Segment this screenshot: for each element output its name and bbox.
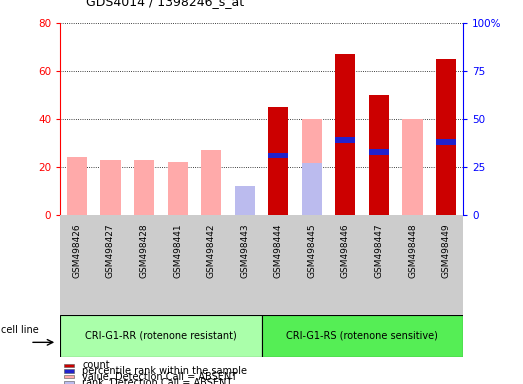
Text: GSM498447: GSM498447 — [374, 223, 383, 278]
Text: GSM498449: GSM498449 — [441, 223, 451, 278]
Text: CRI-G1-RR (rotenone resistant): CRI-G1-RR (rotenone resistant) — [85, 331, 237, 341]
Text: CRI-G1-RS (rotenone sensitive): CRI-G1-RS (rotenone sensitive) — [286, 331, 438, 341]
Text: rank, Detection Call = ABSENT: rank, Detection Call = ABSENT — [82, 377, 233, 384]
Bar — [64, 381, 74, 384]
Text: GSM498446: GSM498446 — [341, 223, 350, 278]
Bar — [167, 162, 188, 215]
Bar — [369, 149, 389, 155]
Bar — [262, 315, 463, 357]
Text: GSM498443: GSM498443 — [240, 223, 249, 278]
Bar — [302, 119, 322, 215]
Text: percentile rank within the sample: percentile rank within the sample — [82, 366, 247, 376]
Bar — [335, 137, 356, 143]
Text: GSM498445: GSM498445 — [308, 223, 316, 278]
Text: cell line: cell line — [1, 324, 39, 335]
Text: GSM498427: GSM498427 — [106, 223, 115, 278]
Text: value, Detection Call = ABSENT: value, Detection Call = ABSENT — [82, 372, 237, 382]
Bar — [201, 150, 221, 215]
Bar — [235, 186, 255, 215]
Bar — [403, 119, 423, 215]
Bar — [268, 107, 288, 215]
Bar — [64, 364, 74, 367]
Bar — [60, 315, 262, 357]
Bar — [100, 160, 121, 215]
Bar — [268, 153, 288, 159]
Bar — [302, 163, 322, 215]
Text: GSM498444: GSM498444 — [274, 223, 283, 278]
Text: GSM498448: GSM498448 — [408, 223, 417, 278]
Text: GSM498428: GSM498428 — [140, 223, 149, 278]
Bar — [67, 157, 87, 215]
Bar — [64, 375, 74, 378]
Bar — [436, 139, 456, 145]
Bar — [335, 54, 356, 215]
Bar — [436, 59, 456, 215]
Text: GSM498441: GSM498441 — [173, 223, 182, 278]
Bar — [369, 95, 389, 215]
Text: count: count — [82, 360, 110, 370]
Bar — [134, 160, 154, 215]
Text: GDS4014 / 1398246_s_at: GDS4014 / 1398246_s_at — [86, 0, 244, 8]
Text: GSM498426: GSM498426 — [72, 223, 82, 278]
Bar — [235, 189, 255, 215]
Bar — [64, 369, 74, 372]
Text: GSM498442: GSM498442 — [207, 223, 215, 278]
